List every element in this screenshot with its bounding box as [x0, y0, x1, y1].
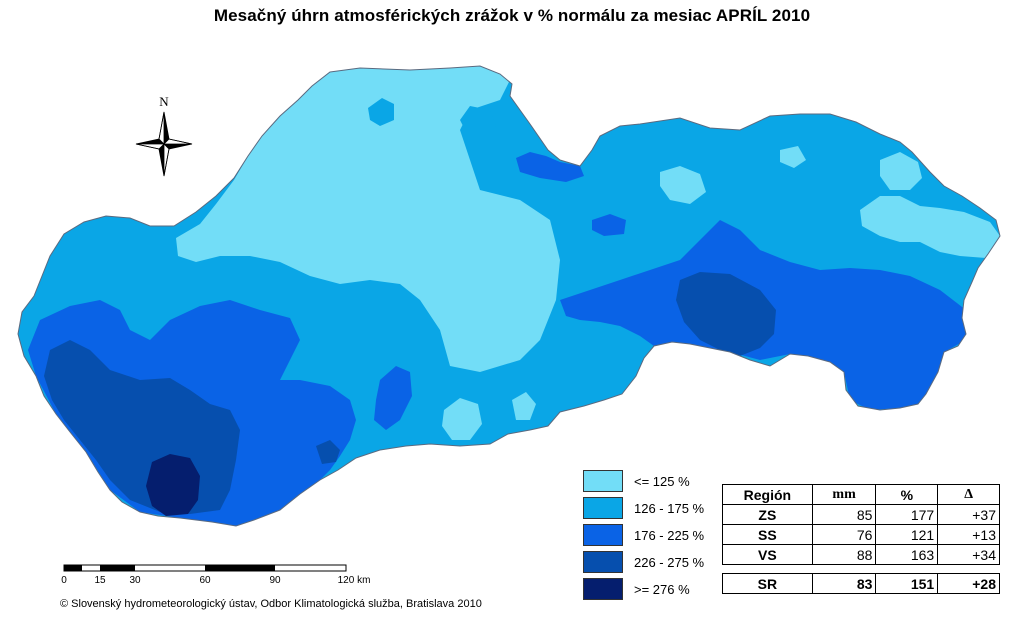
spacer-cell: [722, 564, 813, 574]
mm-cell: 85: [811, 504, 877, 525]
north-label: N: [159, 94, 169, 109]
column-header-delta: Δ: [937, 484, 1000, 505]
legend-swatch: [583, 470, 623, 492]
map-title: Mesačný úhrn atmosférických zrážok v % n…: [213, 6, 811, 25]
scale-label: 60: [199, 575, 211, 586]
precip-zone-le125: [860, 196, 1000, 258]
precip-zone-le125: [880, 152, 922, 190]
legend-label: <= 125 %: [634, 474, 690, 489]
scale-label: 120 km: [337, 575, 371, 586]
precip-zone-le125: [780, 146, 806, 168]
spacer-cell: [875, 564, 938, 574]
region-cell: SS: [722, 524, 813, 545]
scale-label: 90: [269, 575, 281, 586]
legend-label: 126 - 175 %: [634, 501, 705, 516]
compass-rose-icon: [135, 111, 193, 177]
precip-zone-le125: [660, 166, 706, 204]
delta-cell: +37: [937, 504, 1000, 525]
legend-swatch: [583, 551, 623, 573]
column-header-percent: %: [875, 484, 939, 505]
scale-bar-graphic: [63, 564, 347, 572]
region-cell: ZS: [722, 504, 813, 525]
legend-label: >= 276 %: [634, 582, 690, 597]
precip-zone-le125: [512, 392, 536, 420]
percent-cell: 151: [875, 573, 939, 594]
scale-label: 30: [129, 575, 141, 586]
mm-cell: 83: [811, 573, 877, 594]
legend-item: 176 - 225 %: [583, 524, 733, 548]
region-cell: SR: [722, 573, 813, 594]
legend-item: 126 - 175 %: [583, 497, 733, 521]
spacer-cell: [937, 564, 1000, 574]
table-row: VS 88 163 +34: [722, 544, 1000, 565]
scale-label: 15: [94, 575, 106, 586]
legend-swatch: [583, 578, 623, 600]
legend-swatch: [583, 497, 623, 519]
precip-zone-226-275: [316, 440, 340, 464]
precip-zone-126-175: [460, 106, 496, 134]
precip-zone-176-225: [592, 214, 626, 236]
precip-zone-le125: [176, 66, 560, 372]
column-header-mm: mm: [811, 484, 877, 505]
table-total-row: SR 83 151 +28: [722, 573, 1000, 594]
legend-item: >= 276 %: [583, 578, 733, 602]
region-cell: VS: [722, 544, 813, 565]
percent-cell: 177: [875, 504, 939, 525]
precip-zone-le125: [442, 398, 482, 440]
scale-label: 0: [61, 575, 67, 586]
north-arrow: N: [134, 94, 194, 178]
legend-label: 176 - 225 %: [634, 528, 705, 543]
country-outline: [17, 65, 1001, 527]
legend-item: 226 - 275 %: [583, 551, 733, 575]
table-row: SS 76 121 +13: [722, 524, 1000, 545]
table-row: ZS 85 177 +37: [722, 504, 1000, 525]
legend-swatch: [583, 524, 623, 546]
scale-bar: 0 15 30 60 90 120 km: [60, 562, 370, 592]
column-header-region: Región: [722, 484, 813, 505]
table-header-row: Región mm % Δ: [722, 484, 1000, 505]
precip-zone-226-275: [676, 272, 776, 356]
precip-zone-176-225: [516, 152, 584, 182]
precip-zone-ge276: [146, 454, 200, 516]
percent-cell: 121: [875, 524, 939, 545]
legend-label: 226 - 275 %: [634, 555, 705, 570]
legend-item: <= 125 %: [583, 470, 733, 494]
credit-text: © Slovenský hydrometeorologický ústav, O…: [60, 598, 482, 610]
regional-stats-table: Región mm % Δ ZS 85 177 +37 SS 76 121 +1…: [722, 484, 1000, 594]
table-spacer-row: [722, 564, 1000, 574]
delta-cell: +34: [937, 544, 1000, 565]
delta-cell: +13: [937, 524, 1000, 545]
precip-zone-176-225: [374, 366, 412, 430]
spacer-cell: [812, 564, 876, 574]
mm-cell: 88: [811, 544, 877, 565]
delta-cell: +28: [937, 573, 1000, 594]
precip-zone-126-175: [368, 98, 394, 126]
mm-cell: 76: [811, 524, 877, 545]
percent-cell: 163: [875, 544, 939, 565]
